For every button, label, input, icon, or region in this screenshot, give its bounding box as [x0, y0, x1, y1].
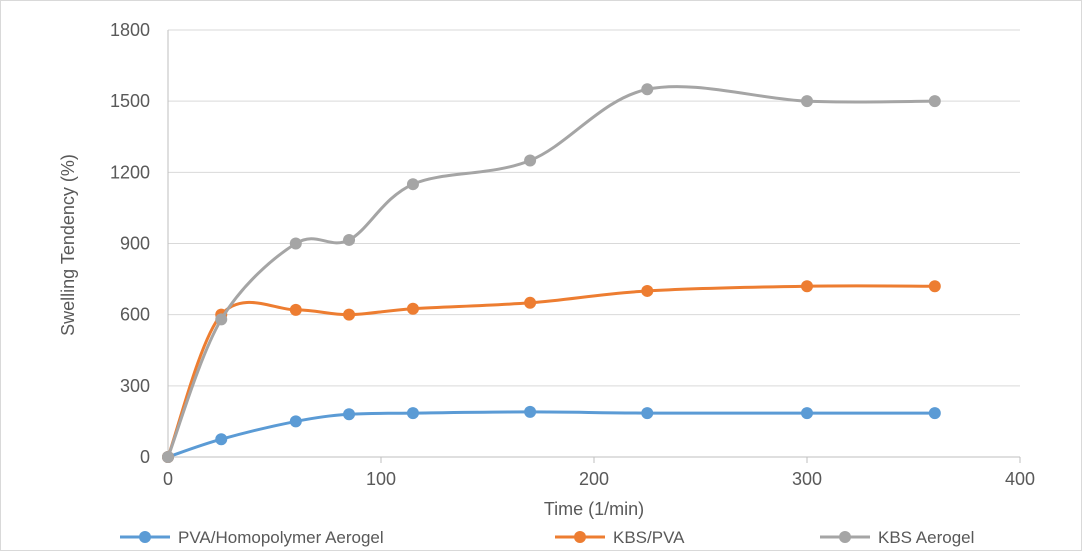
legend-swatch-marker	[574, 531, 586, 543]
series-2	[162, 83, 941, 463]
series-line	[166, 85, 935, 458]
data-point	[289, 415, 302, 428]
y-tick-label: 1800	[110, 20, 150, 40]
data-point	[524, 405, 537, 418]
data-point	[524, 154, 537, 167]
data-point	[928, 95, 941, 108]
legend-item: KBS Aerogel	[820, 528, 974, 547]
data-point	[928, 407, 941, 420]
legend-item: KBS/PVA	[555, 528, 685, 547]
data-point	[641, 407, 654, 420]
data-point	[343, 408, 356, 421]
data-point	[641, 284, 654, 297]
legend-label: KBS/PVA	[613, 528, 685, 547]
series-line	[167, 410, 935, 459]
y-tick-label: 600	[120, 305, 150, 325]
y-tick-label: 1200	[110, 162, 150, 182]
legend-item: PVA/Homopolymer Aerogel	[120, 528, 384, 547]
data-point	[406, 302, 419, 315]
data-point	[406, 407, 419, 420]
legend-label: KBS Aerogel	[878, 528, 974, 547]
y-tick-label: 0	[140, 447, 150, 467]
data-point	[215, 433, 228, 446]
legend-swatch-marker	[139, 531, 151, 543]
y-axis-label: Swelling Tendency (%)	[58, 154, 78, 336]
y-tick-label: 300	[120, 376, 150, 396]
y-tick-label: 1500	[110, 91, 150, 111]
series-1	[162, 280, 941, 463]
data-point	[801, 407, 813, 420]
legend-label: PVA/Homopolymer Aerogel	[178, 528, 384, 547]
x-tick-label: 0	[163, 469, 173, 489]
x-axis-label: Time (1/min)	[544, 499, 644, 519]
x-tick-label: 100	[366, 469, 396, 489]
y-tick-label: 900	[120, 234, 150, 254]
data-point	[289, 237, 302, 250]
x-tick-label: 200	[579, 469, 609, 489]
data-point	[215, 313, 228, 326]
x-tick-label: 400	[1005, 469, 1035, 489]
x-tick-label: 300	[792, 469, 822, 489]
x-axis-ticks: 0 100 200 300 400	[163, 457, 1035, 489]
data-point	[801, 280, 813, 293]
series-0	[162, 405, 941, 463]
legend: PVA/Homopolymer Aerogel KBS/PVA KBS Aeroge…	[120, 528, 974, 547]
series-line	[166, 284, 935, 458]
data-point	[641, 83, 654, 96]
data-point	[524, 296, 537, 309]
data-point	[928, 280, 941, 293]
legend-swatch-marker	[839, 531, 851, 543]
data-point	[289, 303, 302, 316]
series-layer	[162, 83, 941, 463]
data-point	[162, 451, 174, 463]
y-axis-ticks: 0 300 600 900 1200 1500 1800	[110, 20, 150, 467]
data-point	[343, 308, 356, 321]
data-point	[406, 178, 419, 191]
data-point	[801, 95, 813, 108]
data-point	[343, 233, 356, 246]
